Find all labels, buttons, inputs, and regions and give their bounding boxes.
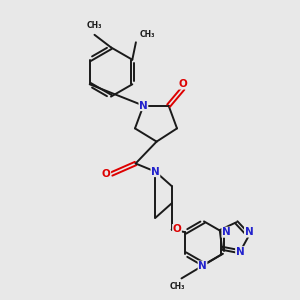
Text: CH₃: CH₃ — [86, 21, 102, 30]
Text: O: O — [102, 169, 111, 179]
Text: CH₃: CH₃ — [140, 30, 155, 39]
Text: N: N — [236, 247, 244, 257]
Text: N: N — [139, 100, 148, 111]
Text: N: N — [222, 227, 231, 237]
Text: O: O — [178, 79, 188, 89]
Text: N: N — [198, 261, 207, 271]
Text: N: N — [151, 167, 160, 177]
Text: O: O — [172, 224, 182, 235]
Text: CH₃: CH₃ — [169, 282, 185, 291]
Text: N: N — [244, 227, 253, 237]
